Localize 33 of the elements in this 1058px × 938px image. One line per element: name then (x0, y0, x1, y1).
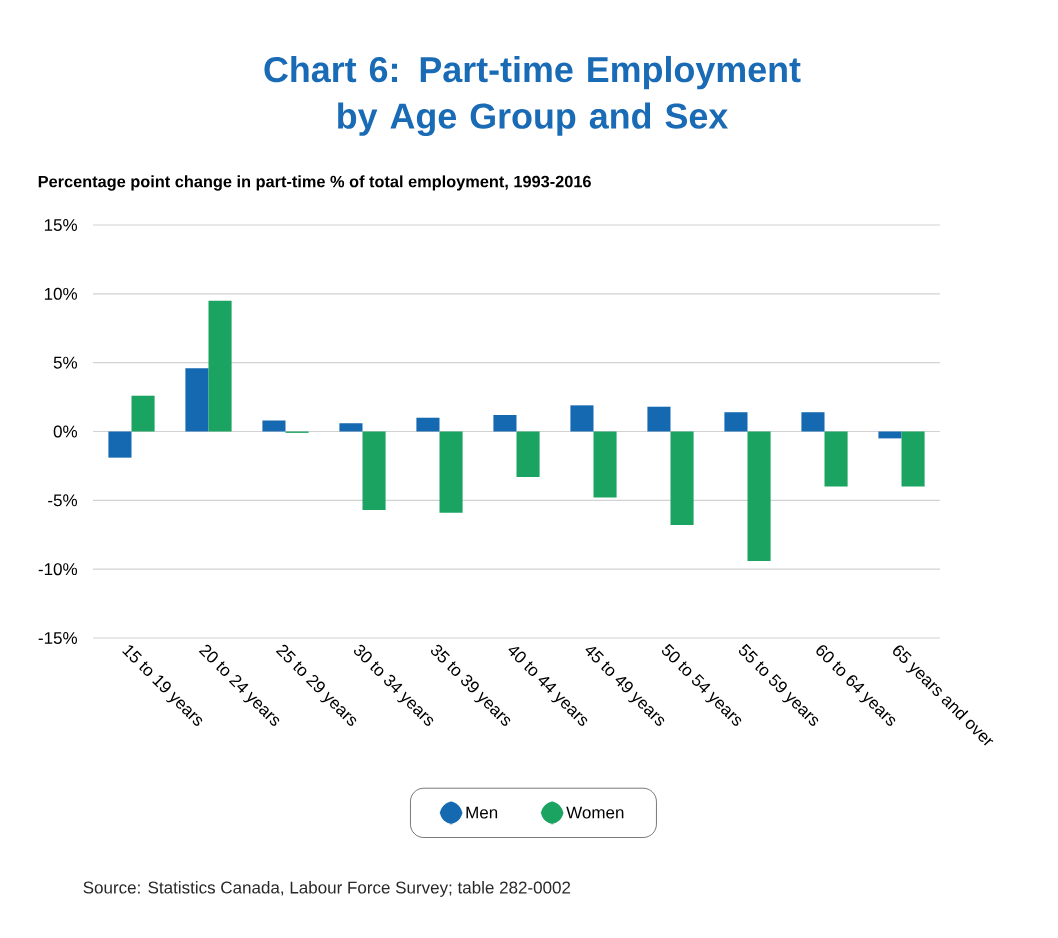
chart-subtitle: Percentage point change in part-time % of total employment, 1993-2016 (38, 175, 591, 191)
bar (416, 417, 440, 432)
bar (208, 300, 232, 432)
bar (824, 431, 848, 487)
bar (516, 431, 540, 477)
bar (801, 412, 825, 432)
bar (901, 431, 925, 487)
bar (747, 431, 771, 561)
bar (262, 420, 286, 432)
bar (670, 431, 694, 526)
bar (131, 395, 155, 432)
bar (878, 431, 902, 439)
bar (439, 431, 463, 513)
bar (339, 423, 363, 432)
bar (570, 405, 594, 432)
legend-label: Women (566, 806, 624, 819)
y-tick-label: 0% (53, 425, 78, 438)
bar (647, 406, 671, 432)
bar (185, 368, 209, 432)
bar (108, 431, 132, 458)
bar (724, 412, 748, 432)
bar (362, 431, 386, 510)
y-tick-label: 5% (53, 356, 78, 369)
bar (593, 431, 617, 498)
y-tick-label: -10% (38, 563, 78, 576)
legend-label: Men (466, 806, 498, 819)
y-tick-label: 15% (44, 219, 78, 231)
y-tick-label: -15% (38, 632, 78, 644)
y-tick-label: -5% (48, 494, 78, 507)
bar (493, 414, 517, 432)
source-note: Source: Statistics Canada, Labour Force Survey; table 282-0002 (83, 881, 571, 897)
y-tick-label: 10% (44, 287, 78, 300)
chart-title: Chart 6: Part-time Employment by Age Group and Sex (264, 55, 801, 137)
